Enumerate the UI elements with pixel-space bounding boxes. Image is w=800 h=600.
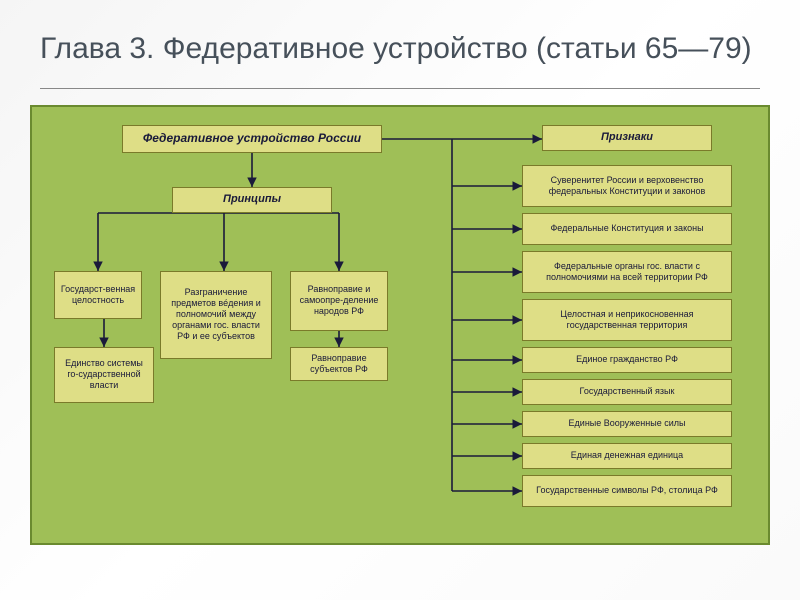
title-divider	[40, 88, 760, 89]
features-header: Признаки	[542, 125, 712, 151]
feature-box-8: Государственные символы РФ, столица РФ	[522, 475, 732, 507]
feature-box-3: Целостная и неприкосновенная государстве…	[522, 299, 732, 341]
feature-box-4: Единое гражданство РФ	[522, 347, 732, 373]
feature-box-5: Государственный язык	[522, 379, 732, 405]
feature-box-2: Федеральные органы гос. власти с полномо…	[522, 251, 732, 293]
feature-box-0: Суверенитет России и верховенство федера…	[522, 165, 732, 207]
diagram-canvas: Федеративное устройство России Признаки …	[30, 105, 770, 545]
principle-box-1: Разграничение предметов ве́дения и полно…	[160, 271, 272, 359]
feature-box-6: Единые Вооруженные силы	[522, 411, 732, 437]
feature-box-1: Федеральные Конституция и законы	[522, 213, 732, 245]
principle-box-0: Государст-венная целостность	[54, 271, 142, 319]
principle-box-4: Равноправие субъектов РФ	[290, 347, 388, 381]
principles-header: Принципы	[172, 187, 332, 213]
root-box: Федеративное устройство России	[122, 125, 382, 153]
feature-box-7: Единая денежная единица	[522, 443, 732, 469]
slide-title: Глава 3. Федеративное устройство (статьи…	[40, 30, 760, 68]
principle-box-3: Единство системы го-сударственной власти	[54, 347, 154, 403]
principle-box-2: Равноправие и самоопре-деление народов Р…	[290, 271, 388, 331]
